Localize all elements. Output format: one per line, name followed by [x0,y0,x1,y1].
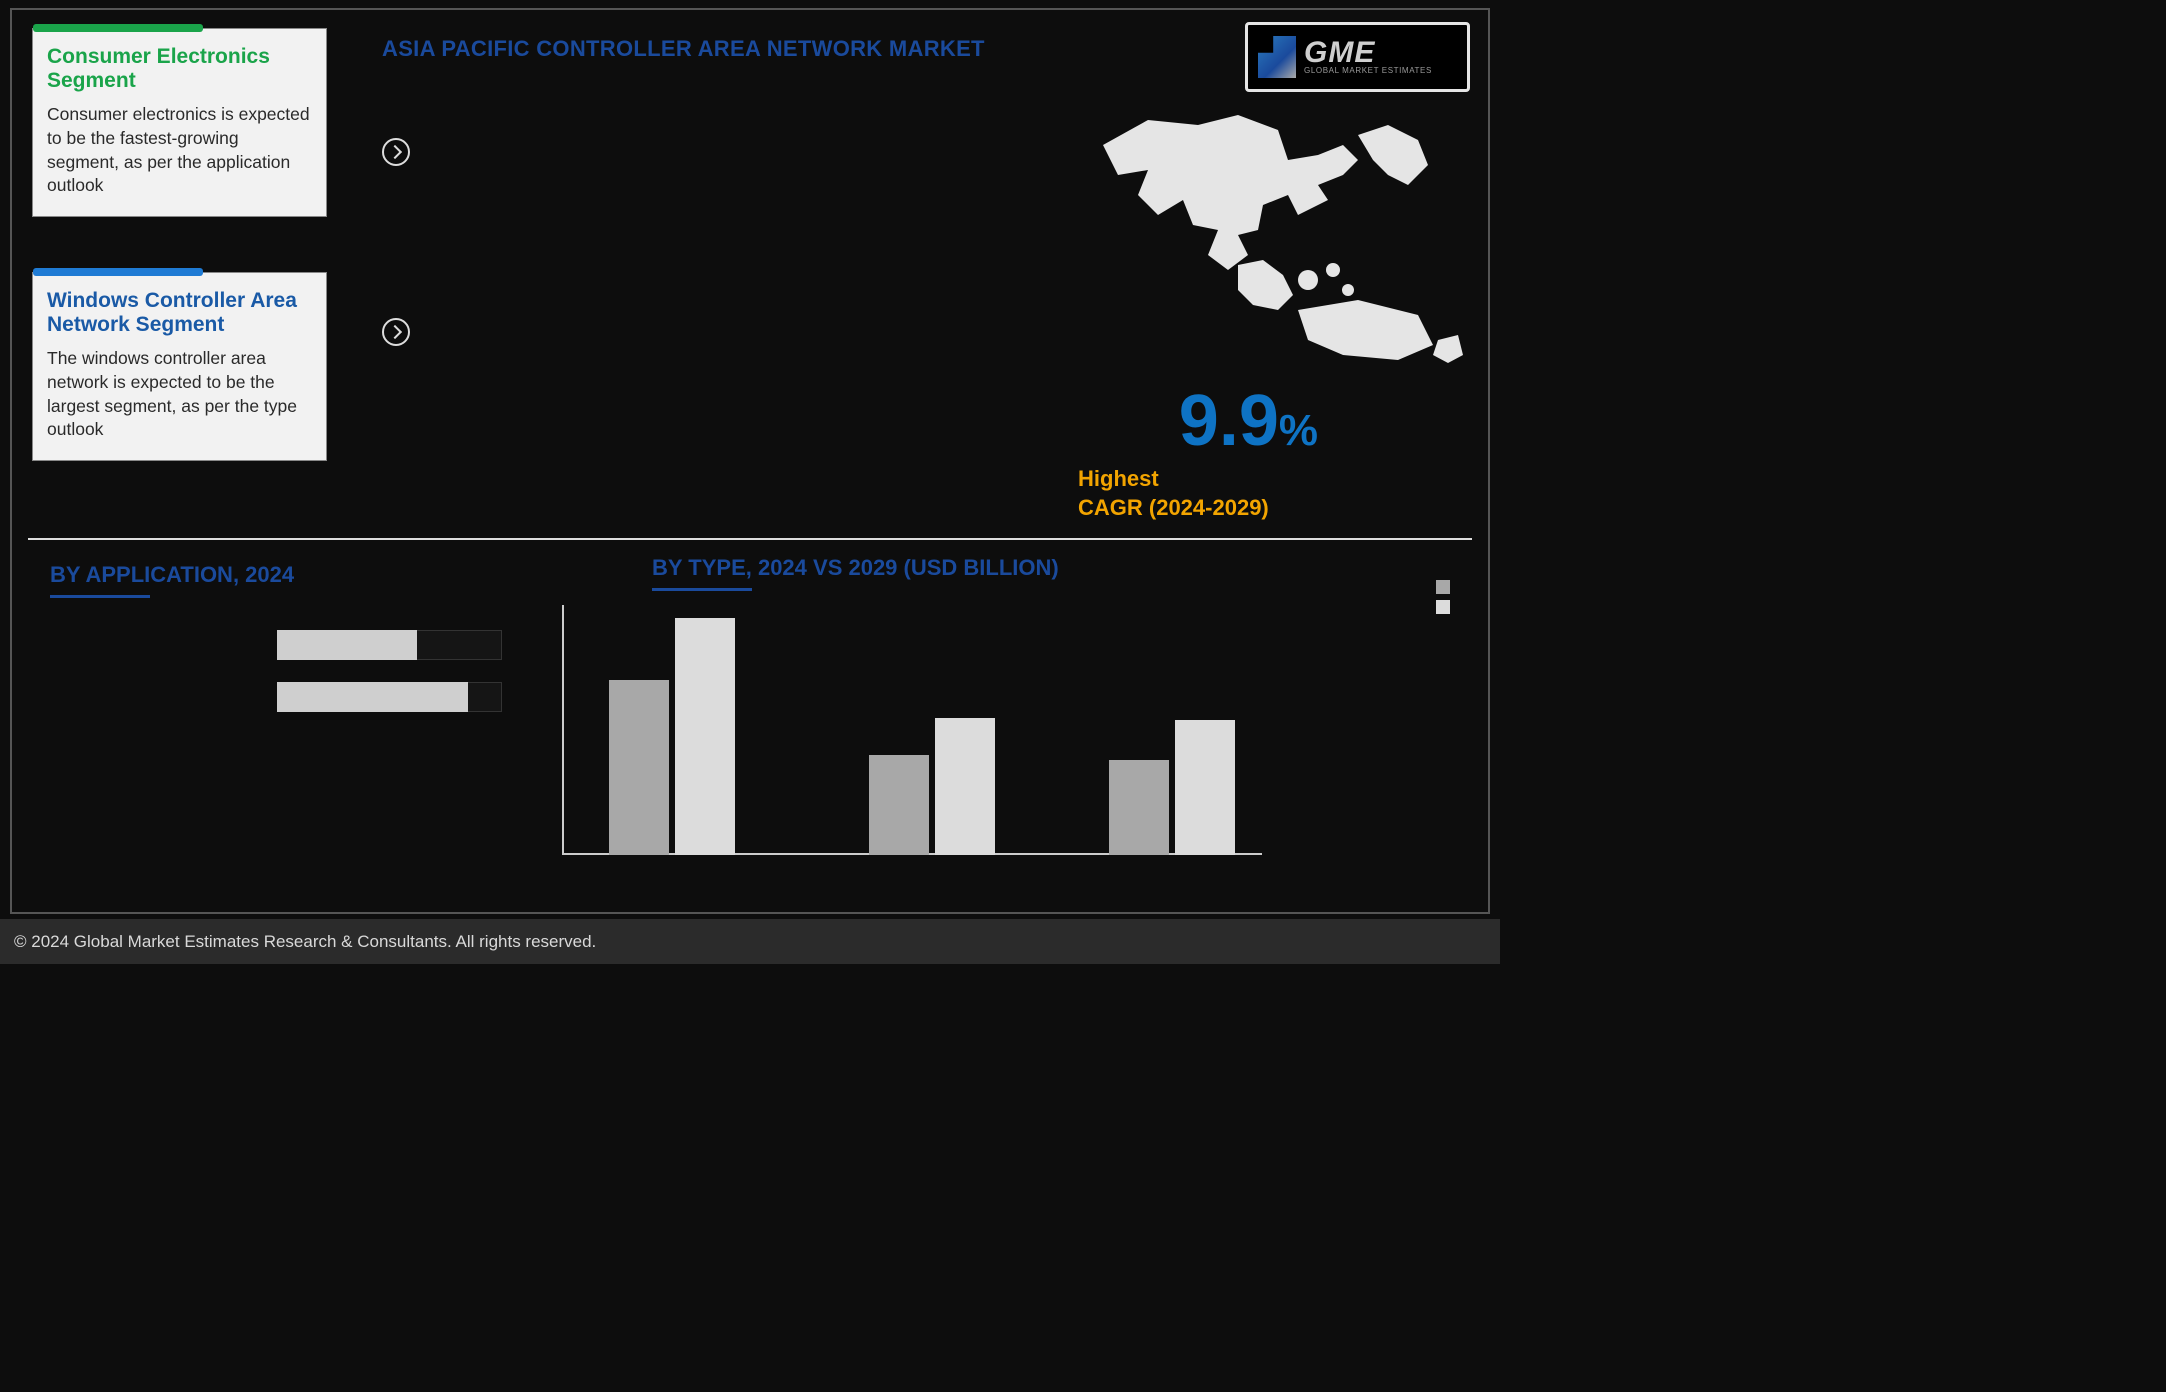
application-bar-chart [277,630,507,734]
legend-item [1436,600,1458,614]
hbar-row [277,682,507,712]
brand-logo: GME GLOBAL MARKET ESTIMATES [1245,22,1470,92]
hbar-fill [277,630,417,660]
logo-text: GME GLOBAL MARKET ESTIMATES [1304,39,1432,75]
bar-2029 [1175,720,1235,855]
insight-card: Windows Controller Area Network Segment T… [32,272,327,461]
page-title: ASIA PACIFIC CONTROLLER AREA NETWORK MAR… [382,36,985,62]
cagr-number: 9.9 [1179,381,1279,461]
asia-pacific-map [1088,105,1468,365]
bar-group [1092,720,1252,855]
card-body: The windows controller area network is e… [47,347,312,442]
bar-2024 [1109,760,1169,855]
cagr-percent-sign: % [1279,406,1318,455]
insight-card: Consumer Electronics Segment Consumer ele… [32,28,327,217]
hbar-fill [277,682,468,712]
card-accent-bar [33,268,203,276]
card-title: Windows Controller Area Network Segment [47,289,312,337]
bar-2029 [675,618,735,856]
copyright-footer: © 2024 Global Market Estimates Research … [0,919,1500,964]
bar-2024 [869,755,929,855]
chevron-right-icon [382,318,410,346]
application-section-title: BY APPLICATION, 2024 [50,562,294,588]
legend-swatch [1436,580,1450,594]
chevron-right-icon [382,138,410,166]
bar-2024 [609,680,669,855]
hbar-row [277,630,507,660]
infographic-frame: ASIA PACIFIC CONTROLLER AREA NETWORK MAR… [10,8,1490,914]
bar-2029 [935,718,995,856]
type-grouped-bar-chart [562,605,1262,885]
card-body: Consumer electronics is expected to be t… [47,103,312,198]
cagr-value: 9.9% [1179,380,1318,462]
legend-swatch [1436,600,1450,614]
type-chart-legend [1436,580,1458,620]
logo-main-text: GME [1304,39,1432,66]
chart-y-axis [562,605,564,855]
cagr-label-line2: CAGR (2024-2029) [1078,494,1368,523]
logo-sub-text: GLOBAL MARKET ESTIMATES [1304,66,1432,75]
logo-mark-icon [1258,36,1296,78]
section-divider [28,538,1472,540]
cagr-label-line1: Highest [1078,465,1368,494]
legend-item [1436,580,1458,594]
application-title-underline [50,595,150,598]
bar-group [592,618,752,856]
cagr-label: Highest CAGR (2024-2029) [1078,465,1368,522]
type-title-underline [652,588,752,591]
card-title: Consumer Electronics Segment [47,45,312,93]
card-accent-bar [33,24,203,32]
bar-group [852,718,1012,856]
type-section-title: BY TYPE, 2024 VS 2029 (USD BILLION) [652,555,1059,581]
